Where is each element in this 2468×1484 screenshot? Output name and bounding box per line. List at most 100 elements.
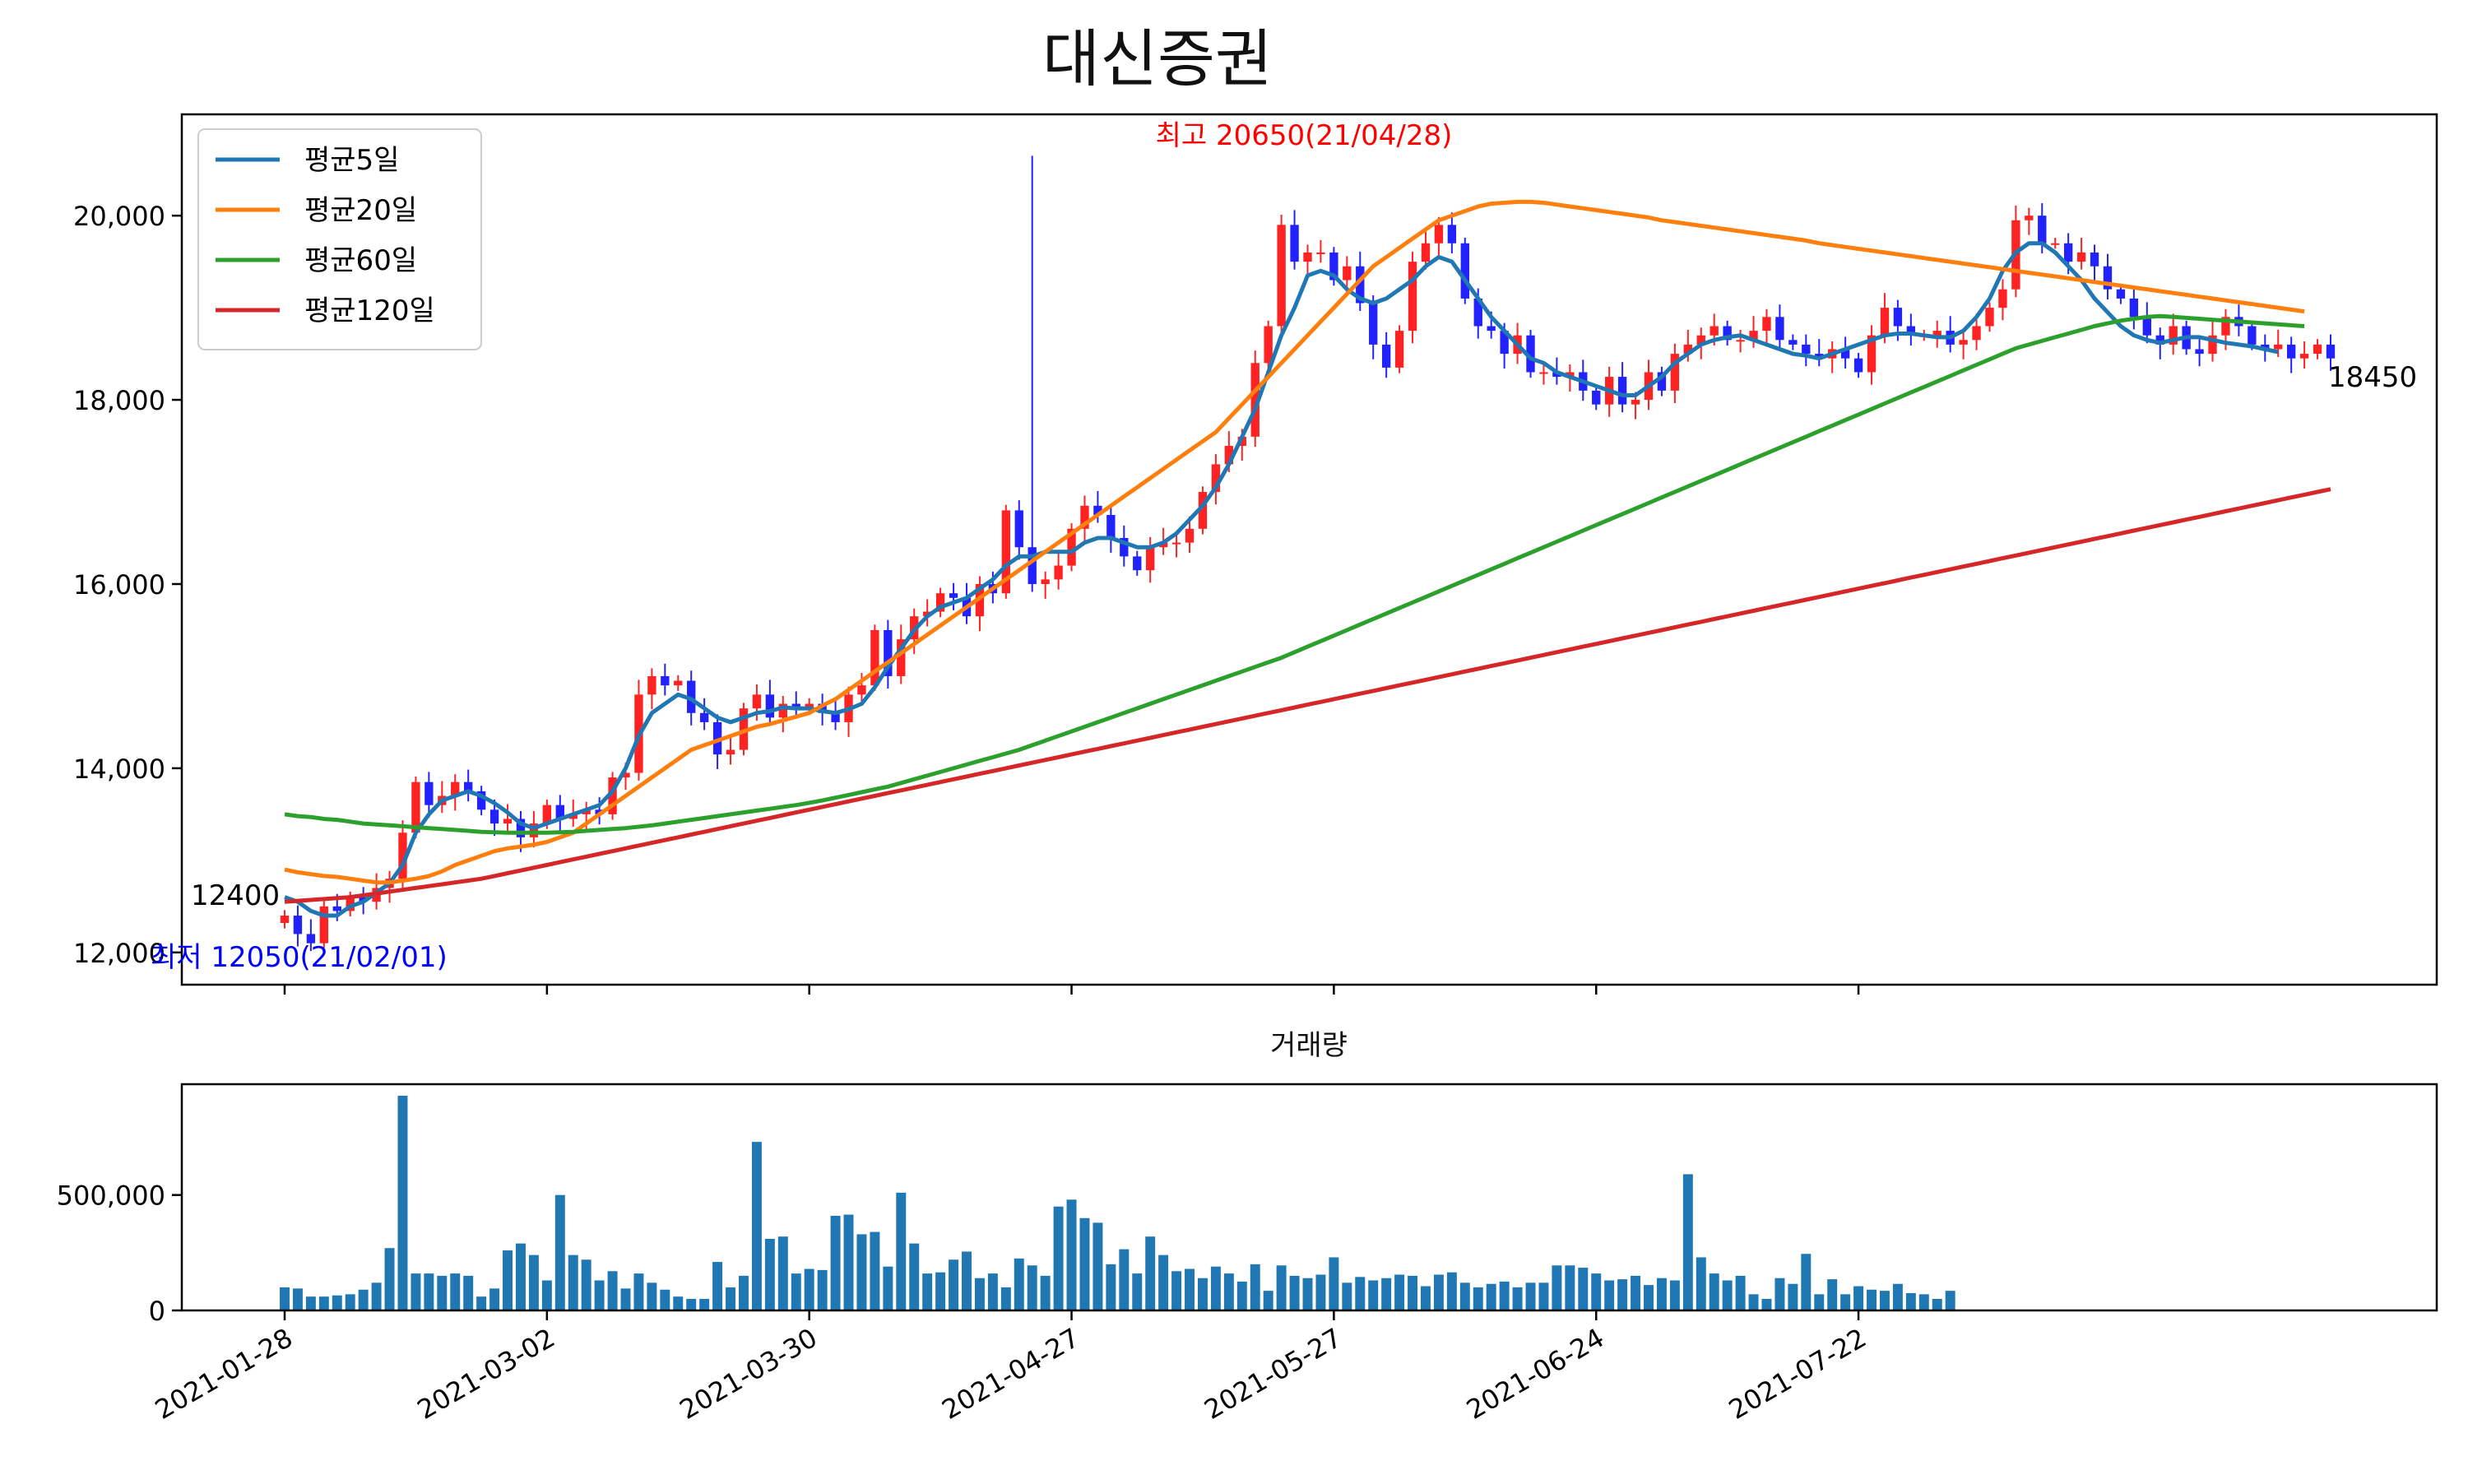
price-plot: 12,000 14,000 16,000 18,000 20,000 <box>73 155 2336 995</box>
volume-bar <box>987 1273 998 1310</box>
candle-body <box>1447 225 1457 243</box>
legend-box <box>197 128 482 350</box>
price-axes-frame <box>180 113 2438 986</box>
candle-body <box>346 897 355 911</box>
candle-body <box>476 791 486 810</box>
volume-bar <box>541 1280 552 1310</box>
legend-label-ma60: 평균60일 <box>304 244 417 277</box>
ma-line-ma120 <box>284 487 2331 904</box>
volume-bar <box>1905 1292 1916 1310</box>
volume-bar <box>1656 1278 1667 1310</box>
candle-body <box>1487 326 1496 332</box>
volume-bar <box>1486 1283 1496 1310</box>
volume-bar <box>843 1214 854 1310</box>
candle-body <box>2038 216 2047 243</box>
candle-body <box>503 819 513 824</box>
legend-label-ma20: 평균20일 <box>304 194 417 227</box>
candle-body <box>1710 326 1719 336</box>
volume-bar <box>1669 1280 1680 1310</box>
volume-bar <box>1394 1274 1405 1310</box>
candle-body <box>2313 344 2322 355</box>
candle-body <box>1788 340 1798 345</box>
volume-bar <box>1591 1273 1602 1310</box>
volume-bar <box>437 1275 448 1310</box>
volume-bar <box>751 1142 762 1310</box>
candle-body <box>2076 252 2086 262</box>
candle-body <box>2208 335 2217 355</box>
candle-body <box>897 639 906 676</box>
candle-body <box>935 593 945 612</box>
volume-bar <box>1840 1294 1851 1310</box>
price-ytick-label: 18,000 <box>73 385 165 416</box>
volume-bar <box>1709 1273 1719 1310</box>
candle-body <box>2299 354 2309 359</box>
volume-bar <box>949 1259 959 1310</box>
candle-body <box>1093 505 1102 516</box>
candle-body <box>1802 344 1811 355</box>
volume-bar <box>1342 1282 1352 1310</box>
volume-bar <box>1210 1266 1221 1310</box>
candle-body <box>1959 340 1968 345</box>
legend-label-ma5: 평균5일 <box>304 144 399 177</box>
volume-ytick-label: 500,000 <box>57 1180 165 1212</box>
candle-body <box>1054 565 1063 580</box>
volume-bar <box>764 1239 775 1310</box>
candle-body <box>1421 243 1431 262</box>
price-ytick-label: 16,000 <box>73 569 165 601</box>
volume-bar <box>1145 1236 1156 1310</box>
volume-bar <box>1617 1279 1628 1310</box>
candle-body <box>752 694 762 709</box>
candle-body <box>1736 340 1745 342</box>
volume-bar <box>1867 1289 1877 1310</box>
candle-body <box>2286 344 2296 359</box>
volume-bar <box>1119 1249 1130 1310</box>
candle-body <box>2090 252 2099 267</box>
candle-body <box>870 629 879 686</box>
high-annotation: 최고 20650(21/04/28) <box>1156 119 1453 152</box>
volume-bar <box>1079 1217 1090 1310</box>
volume-bar <box>739 1275 749 1310</box>
candle-body <box>1185 528 1195 543</box>
volume-bar <box>1446 1272 1457 1310</box>
volume-bar <box>1302 1278 1313 1310</box>
candle-body <box>687 680 696 713</box>
volume-bar <box>1892 1283 1903 1310</box>
candle-body <box>306 934 316 944</box>
candle-body <box>884 629 893 676</box>
volume-bar <box>1014 1258 1024 1310</box>
candle-body <box>1001 510 1011 594</box>
volume-bar <box>292 1288 303 1310</box>
ma-line-ma20 <box>284 199 2305 885</box>
candle-body <box>280 916 290 923</box>
volume-title: 거래량 <box>1270 1029 1348 1062</box>
price-ytick-label: 12,000 <box>73 938 165 969</box>
candle-body <box>647 675 656 695</box>
candle-body <box>1106 515 1116 539</box>
volume-bar <box>1263 1291 1273 1310</box>
candle-body <box>1972 326 1981 341</box>
candle-body <box>516 819 526 837</box>
volume-bar <box>345 1294 355 1310</box>
candle-body <box>1775 317 1784 341</box>
candle-body <box>1080 505 1089 529</box>
candle-body <box>2274 344 2283 350</box>
candle-body <box>1394 331 1404 368</box>
candle-body <box>2129 298 2139 318</box>
candle-body <box>1526 335 1535 373</box>
candle-body <box>805 703 814 709</box>
volume-bar <box>935 1272 946 1310</box>
candle-body <box>1906 326 1916 336</box>
volume-bar <box>1381 1278 1392 1310</box>
candle-body <box>831 712 840 722</box>
volume-bar <box>554 1194 565 1310</box>
volume-bar <box>1552 1265 1562 1310</box>
candle-body <box>1211 464 1221 493</box>
candle-body <box>1566 372 1575 378</box>
candle-body <box>464 781 473 791</box>
candle-body <box>555 805 564 819</box>
candle-body <box>1749 331 1758 341</box>
volume-bar <box>1040 1275 1051 1310</box>
volume-bar <box>712 1262 723 1310</box>
